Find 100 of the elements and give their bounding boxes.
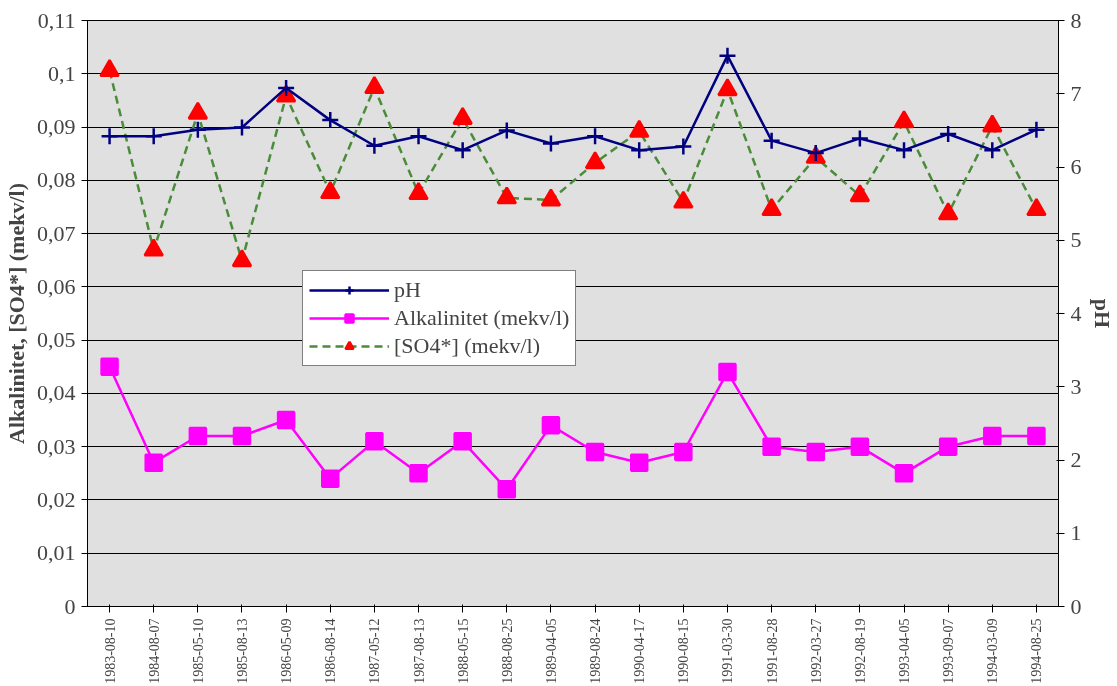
x-tick-label: 1993-04-05	[897, 618, 913, 684]
legend-label: Alkalinitet (mekv/l)	[394, 305, 570, 331]
point	[937, 202, 959, 221]
x-tick-label: 1989-04-05	[543, 618, 559, 684]
x-tick-label: 1992-08-19	[852, 618, 868, 684]
y2-tick-label: 0	[1070, 593, 1082, 619]
point	[232, 426, 252, 446]
point	[232, 118, 252, 137]
point	[100, 126, 119, 146]
point	[673, 190, 694, 209]
y-tick-label: 0,08	[37, 167, 76, 193]
y-tick-label: 0,05	[37, 327, 76, 353]
y-axis-title: Alkalinitet, [SO4*] (mekv/l)	[4, 183, 29, 444]
point	[585, 442, 605, 462]
point	[188, 426, 208, 446]
point	[628, 119, 650, 138]
point	[144, 453, 163, 472]
y2-tick-label: 8	[1070, 7, 1082, 33]
y-tick-label: 0,09	[37, 114, 76, 140]
y2-tick-label: 1	[1070, 520, 1082, 546]
y2-tick-label: 6	[1070, 154, 1082, 179]
point	[365, 432, 384, 451]
point	[938, 124, 958, 144]
point	[674, 137, 693, 156]
y-tick-label: 0,02	[37, 486, 76, 512]
point	[453, 432, 472, 451]
y-tick-label: 0,11	[37, 7, 76, 33]
legend-label: pH	[394, 277, 421, 303]
x-tick-label: 1985-05-10	[190, 618, 206, 684]
point	[894, 140, 914, 160]
point	[541, 134, 561, 153]
point	[762, 437, 781, 456]
x-tick-label: 1986-08-14	[323, 618, 339, 684]
point	[496, 186, 518, 205]
point	[849, 184, 871, 203]
point	[629, 140, 649, 160]
point	[540, 188, 562, 207]
point	[806, 442, 825, 462]
x-tick-label: 1991-08-28	[764, 618, 780, 684]
x-tick-label: 1985-08-13	[234, 618, 250, 684]
legend-label: [SO4*] (mekv/l)	[394, 333, 541, 359]
point	[276, 78, 296, 98]
x-tick-label: 1994-03-09	[985, 618, 1001, 684]
y-tick-label: 0,06	[37, 273, 76, 299]
x-tick-label: 1988-08-25	[499, 618, 515, 684]
point	[321, 469, 340, 488]
x-tick-label: 1989-08-24	[588, 618, 604, 684]
point	[718, 362, 737, 382]
y2-tick-label: 3	[1070, 373, 1082, 399]
point	[452, 106, 473, 125]
point	[143, 238, 164, 257]
x-tick-label: 1988-05-15	[455, 618, 471, 684]
point	[629, 453, 649, 472]
y-tick-label: 0,07	[37, 220, 76, 246]
point	[321, 110, 340, 130]
point	[409, 126, 428, 146]
point	[1027, 426, 1046, 446]
point	[320, 180, 341, 200]
point	[497, 480, 517, 499]
point	[938, 437, 958, 456]
y2-tick-label: 4	[1070, 300, 1082, 326]
point	[762, 131, 781, 150]
x-tick-label: 1994-08-25	[1029, 618, 1045, 684]
point	[231, 249, 253, 268]
point	[409, 464, 428, 483]
y-tick-label: 0,01	[37, 540, 76, 566]
x-tick-label: 1990-08-15	[676, 618, 692, 684]
x-tick-label: 1992-03-27	[808, 618, 824, 684]
point	[1027, 120, 1046, 139]
point	[850, 129, 870, 148]
point	[1026, 197, 1047, 217]
point	[100, 357, 119, 377]
point	[584, 151, 606, 170]
x-tick-label: 1991-03-30	[720, 618, 736, 684]
point	[276, 410, 296, 430]
point	[99, 58, 120, 78]
point	[850, 437, 870, 456]
point	[674, 442, 693, 462]
point	[718, 46, 737, 65]
point	[982, 114, 1003, 133]
point	[761, 197, 782, 217]
point	[364, 75, 385, 95]
point	[365, 136, 384, 156]
point	[983, 426, 1002, 446]
point	[497, 121, 517, 140]
x-tick-label: 1990-04-17	[632, 618, 648, 684]
y2-tick-label: 2	[1070, 447, 1082, 472]
y-tick-label: 0,03	[37, 433, 76, 459]
y-tick-label: 0,04	[37, 380, 76, 406]
point	[408, 181, 429, 201]
point	[893, 110, 915, 129]
point	[453, 140, 472, 160]
x-tick-label: 1993-09-07	[941, 618, 957, 684]
point	[541, 416, 561, 435]
y-tick-label: 0	[64, 593, 76, 619]
y2-tick-label: 5	[1070, 227, 1082, 253]
y2-axis-title: pH	[1089, 298, 1115, 329]
x-tick-label: 1986-05-09	[279, 618, 295, 684]
point	[585, 126, 605, 146]
point	[894, 464, 914, 483]
